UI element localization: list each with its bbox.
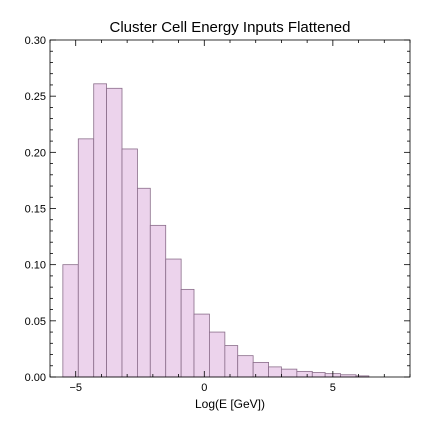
histogram-bar <box>224 345 239 378</box>
histogram-bar <box>137 187 151 378</box>
y-tick-label: 0.05 <box>25 316 46 328</box>
histogram-bar <box>121 148 138 378</box>
y-tick-label: 0.15 <box>25 204 46 216</box>
y-tick-label: 0.25 <box>25 91 46 103</box>
histogram-bar <box>209 331 226 378</box>
histogram-bar <box>193 313 210 378</box>
histogram-bar <box>281 368 298 378</box>
ticks-group: 0.00 0.05 0.10 0.15 0.20 0.25 0.30 −5 0 5 <box>25 35 411 394</box>
y-tick-label: 0.00 <box>25 372 46 384</box>
x-tick-label: 5 <box>330 382 336 394</box>
x-axis-label: Log(E [GeV]) <box>195 397 265 411</box>
chart-title: Cluster Cell Energy Inputs Flattened <box>110 19 351 36</box>
y-tick-label: 0.20 <box>25 147 46 159</box>
histogram-bar <box>62 264 79 378</box>
histogram-bar <box>268 366 282 378</box>
y-tick-label: 0.30 <box>25 35 46 47</box>
histogram-bar <box>106 87 123 378</box>
histogram-bar <box>93 83 107 378</box>
histogram-bar <box>77 138 95 378</box>
y-tick-label: 0.10 <box>25 260 46 272</box>
histogram-bar <box>311 372 326 378</box>
histogram-bar <box>237 355 254 378</box>
histogram-bar <box>180 288 195 378</box>
x-tick-label: 0 <box>201 382 207 394</box>
histogram-bar <box>165 258 182 378</box>
bars-group <box>62 83 370 378</box>
x-tick-label: −5 <box>69 382 82 394</box>
histogram-bar <box>149 224 167 378</box>
histogram-bar <box>296 370 313 378</box>
